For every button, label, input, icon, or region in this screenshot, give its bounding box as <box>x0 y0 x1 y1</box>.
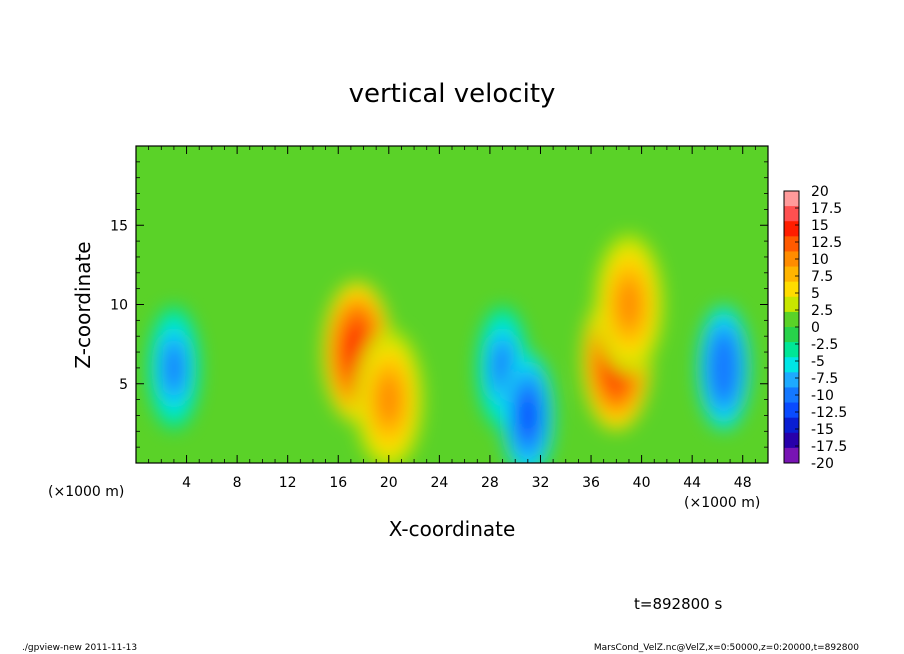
y-tick-label: 15 <box>110 218 128 234</box>
x-tick-label: 44 <box>683 475 701 491</box>
colorbar-label: 17.5 <box>811 201 842 217</box>
colorbar-swatch <box>784 251 799 268</box>
colorbar-swatch <box>784 402 799 419</box>
colorbar-label: -7.5 <box>811 371 838 387</box>
chart-title: vertical velocity <box>349 79 556 109</box>
x-tick-label: 8 <box>233 475 242 491</box>
colorbar-swatch <box>784 191 799 207</box>
colorbar-swatch <box>784 417 799 434</box>
colorbar-swatch <box>784 266 799 283</box>
heatmap-contour <box>493 346 512 389</box>
colorbar-label: -12.5 <box>811 405 847 421</box>
colorbar-swatch <box>784 296 799 313</box>
heatmap-contour <box>617 280 641 329</box>
colorbar-label: -10 <box>811 388 834 404</box>
y-axis-label: Z-coordinate <box>71 241 95 368</box>
y-unit-label: (×1000 m) <box>48 484 124 500</box>
colorbar-swatch <box>784 221 799 237</box>
colorbar-label: 5 <box>811 286 820 302</box>
heatmap-contour <box>714 346 733 389</box>
x-unit-label: (×1000 m) <box>684 495 760 511</box>
heatmap-contour <box>519 394 537 437</box>
x-tick-label: 36 <box>582 475 600 491</box>
colorbar-swatch <box>784 447 799 464</box>
colorbar-label: 2.5 <box>811 303 833 319</box>
colorbar-swatch <box>784 206 799 222</box>
colorbar-label: 20 <box>811 184 829 200</box>
heatmap-feature <box>594 234 663 375</box>
heatmap-feature <box>501 353 554 463</box>
y-tick-label: 10 <box>110 298 128 314</box>
heatmap-feature <box>147 305 200 430</box>
x-axis-ticks: 4 8 12 16 20 24 28 32 36 40 44 48 <box>148 146 756 491</box>
colorbar-swatch <box>784 311 799 328</box>
colorbar-label: 12.5 <box>811 235 842 251</box>
colorbar-swatch <box>784 357 799 373</box>
x-tick-label: 20 <box>380 475 398 491</box>
colorbar-label: 0 <box>811 320 820 336</box>
heatmap-feature <box>354 329 423 463</box>
colorbar-swatch <box>784 236 799 252</box>
x-tick-label: 16 <box>329 475 347 491</box>
heatmap-contour <box>165 346 183 389</box>
x-tick-label: 12 <box>279 475 297 491</box>
heatmap-background <box>136 146 768 463</box>
colorbar: 2017.51512.5107.552.50-2.5-5-7.5-10-12.5… <box>783 184 847 472</box>
x-tick-label: 24 <box>430 475 448 491</box>
colorbar-label: -20 <box>811 456 834 472</box>
footer-right: MarsCond_VelZ.nc@VelZ,x=0:50000,z=0:2000… <box>593 643 859 653</box>
x-axis-label: X-coordinate <box>389 517 516 541</box>
x-tick-label: 32 <box>532 475 550 491</box>
colorbar-label: -17.5 <box>811 439 847 455</box>
y-tick-label: 5 <box>119 377 128 393</box>
colorbar-label: -5 <box>811 354 825 370</box>
time-label: t=892800 s <box>634 595 722 613</box>
colorbar-label: 10 <box>811 252 829 268</box>
heatmap-feature <box>697 305 750 430</box>
x-tick-label: 40 <box>633 475 651 491</box>
heatmap-field <box>147 234 750 463</box>
colorbar-label: 15 <box>811 218 829 234</box>
colorbar-swatch <box>784 342 799 358</box>
colorbar-swatch <box>784 432 799 449</box>
colorbar-label: 7.5 <box>811 269 833 285</box>
colorbar-label: -2.5 <box>811 337 838 353</box>
colorbar-label: -15 <box>811 422 834 438</box>
footer-left: ./gpview-new 2011-11-13 <box>22 643 138 653</box>
x-tick-label: 28 <box>481 475 499 491</box>
colorbar-swatch <box>784 372 799 388</box>
colorbar-swatch <box>784 327 799 343</box>
colorbar-swatch <box>784 281 799 298</box>
x-tick-label: 4 <box>182 475 191 491</box>
y-axis-ticks: 5 10 15 <box>110 161 768 448</box>
colorbar-swatch <box>784 387 799 404</box>
heatmap-contour <box>377 375 401 424</box>
x-tick-label: 48 <box>734 475 752 491</box>
